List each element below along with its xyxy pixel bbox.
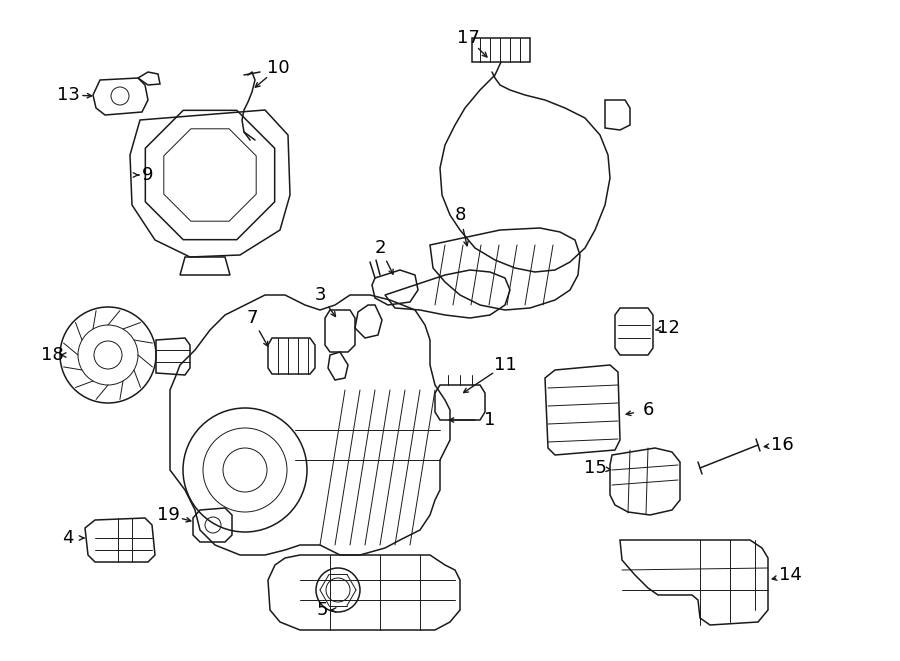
Text: 12: 12 (657, 319, 680, 337)
Text: 7: 7 (247, 309, 257, 327)
Text: 16: 16 (770, 436, 794, 454)
Text: 3: 3 (314, 286, 326, 304)
Text: 6: 6 (643, 401, 653, 419)
Text: 11: 11 (493, 356, 517, 374)
Text: 1: 1 (484, 411, 496, 429)
Text: 17: 17 (456, 29, 480, 47)
Text: 9: 9 (142, 166, 154, 184)
Text: 14: 14 (778, 566, 801, 584)
Text: 10: 10 (266, 59, 289, 77)
Text: 19: 19 (157, 506, 179, 524)
Text: 5: 5 (316, 601, 328, 619)
Text: 13: 13 (57, 86, 79, 104)
Text: 15: 15 (583, 459, 607, 477)
Text: 4: 4 (62, 529, 74, 547)
Text: 2: 2 (374, 239, 386, 257)
Text: 8: 8 (454, 206, 465, 224)
Text: 18: 18 (40, 346, 63, 364)
